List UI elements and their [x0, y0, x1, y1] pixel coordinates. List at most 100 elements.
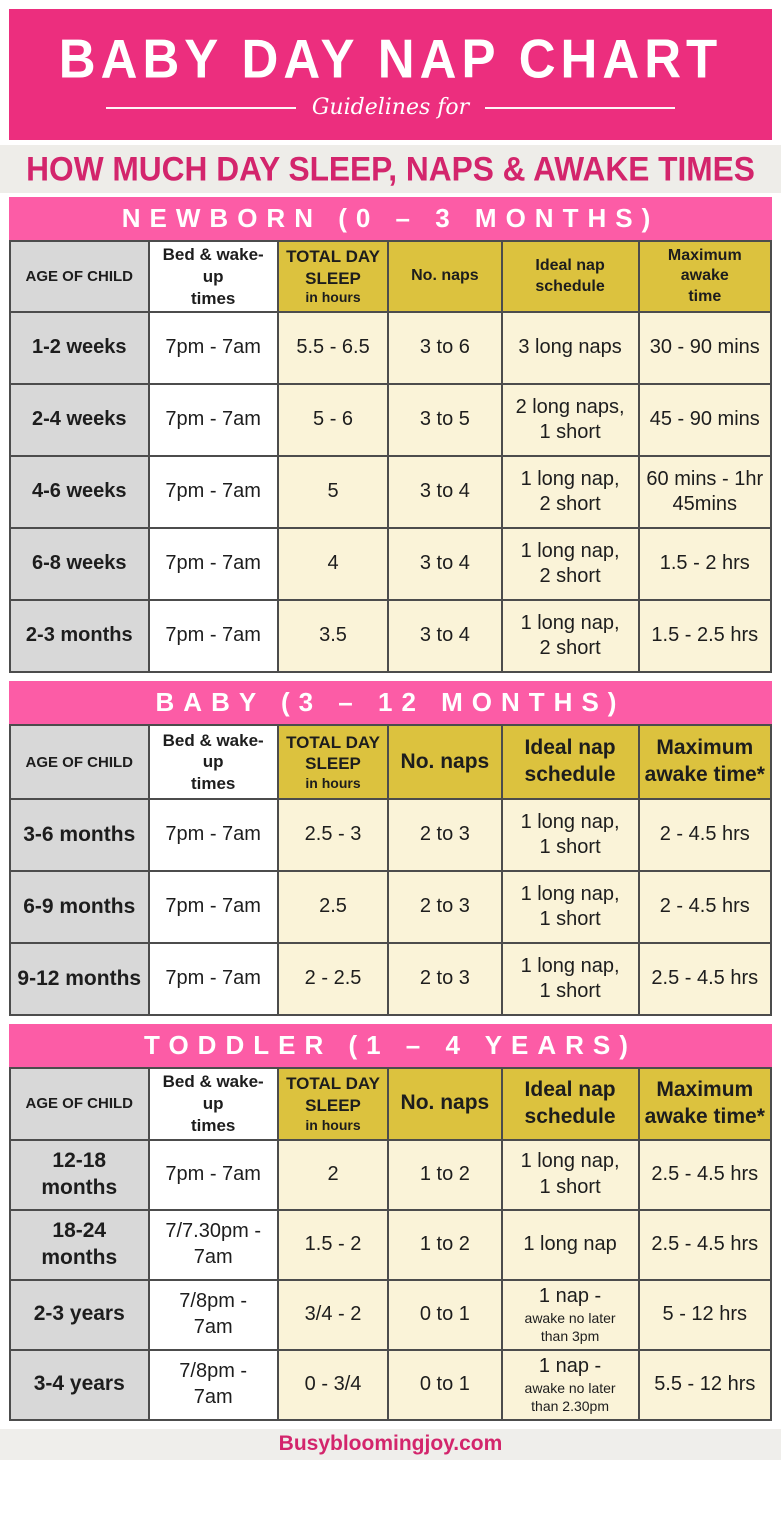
age-cell: 3-6 months — [9, 798, 150, 873]
cell-main-text: TOTAL DAY SLEEP — [286, 1074, 380, 1115]
data-cell: 5 — [276, 455, 390, 530]
guidelines-subtitle: Guidelines for — [105, 95, 676, 120]
data-cell: 7pm - 7am — [147, 455, 279, 530]
data-cell: 1 long nap — [500, 1208, 640, 1281]
data-cell: 2 - 2.5 — [276, 942, 390, 1017]
cell-sub-text: awake no later than 3pm — [524, 1310, 616, 1345]
cell-sub-text: in hours — [305, 1116, 361, 1133]
data-cell: 3 to 4 — [387, 599, 503, 674]
data-cell: 60 mins - 1hr 45mins — [637, 455, 773, 530]
data-cell: 7pm - 7am — [147, 527, 279, 602]
column-header: No. naps — [387, 239, 503, 314]
data-cell: 0 to 1 — [387, 1278, 503, 1351]
section-title-newborn: NEWBORN (0 – 3 MONTHS) — [9, 197, 772, 240]
section-newborn: NEWBORN (0 – 3 MONTHS) AGE OF CHILD Bed &… — [9, 197, 773, 674]
left-rule-line — [105, 106, 296, 109]
data-cell: 7pm - 7am — [147, 383, 279, 458]
data-cell: 3 to 4 — [387, 455, 503, 530]
data-cell: 3 long naps — [500, 311, 640, 386]
data-cell: 1 long nap, 1 short — [500, 1138, 640, 1211]
data-cell: 7pm - 7am — [147, 942, 279, 1017]
data-cell: 7pm - 7am — [147, 798, 279, 873]
data-cell: 1 nap - awake no later than 3pm — [500, 1278, 640, 1351]
toddler-table: AGE OF CHILD Bed & wake-up times TOTAL DAY… — [9, 1067, 773, 1421]
age-cell: 3-4 years — [9, 1348, 150, 1421]
data-cell: 1.5 - 2 — [276, 1208, 390, 1281]
data-cell: 2.5 — [276, 870, 390, 945]
column-header: Ideal nap schedule — [500, 1067, 640, 1141]
data-cell: 7/8pm - 7am — [147, 1348, 279, 1421]
data-cell: 45 - 90 mins — [637, 383, 773, 458]
data-cell: 1 long nap, 2 short — [500, 599, 640, 674]
data-cell: 1 long nap, 1 short — [500, 870, 640, 945]
age-cell: 18-24 months — [9, 1208, 150, 1281]
data-cell: 4 — [276, 527, 390, 602]
data-cell: 1 long nap, 2 short — [500, 527, 640, 602]
data-cell: 1 long nap, 2 short — [500, 455, 640, 530]
column-header: AGE OF CHILD — [9, 239, 150, 314]
data-cell: 2.5 - 4.5 hrs — [637, 1208, 773, 1281]
data-cell: 1 to 2 — [387, 1208, 503, 1281]
data-cell: 7pm - 7am — [147, 599, 279, 674]
column-header: No. naps — [387, 1067, 503, 1141]
column-header: Bed & wake-up times — [147, 724, 279, 801]
data-cell: 1 nap - awake no later than 2.30pm — [500, 1348, 640, 1421]
age-cell: 9-12 months — [9, 942, 150, 1017]
column-header: TOTAL DAY SLEEP in hours — [276, 239, 390, 314]
age-cell: 4-6 weeks — [9, 455, 150, 530]
data-cell: 2 to 3 — [387, 870, 503, 945]
data-cell: 3 to 4 — [387, 527, 503, 602]
data-cell: 0 to 1 — [387, 1348, 503, 1421]
cell-main-text: TOTAL DAY SLEEP — [286, 732, 380, 774]
data-cell: 3 to 5 — [387, 383, 503, 458]
column-header: TOTAL DAY SLEEP in hours — [276, 724, 390, 801]
data-cell: 7/8pm - 7am — [147, 1278, 279, 1351]
cell-main-text: TOTAL DAY SLEEP — [286, 246, 380, 288]
data-cell: 2 to 3 — [387, 798, 503, 873]
tagline-strip: HOW MUCH DAY SLEEP, NAPS & AWAKE TIMES — [0, 145, 781, 193]
banner: BABY DAY NAP CHART Guidelines for — [9, 9, 772, 140]
data-cell: 7/7.30pm - 7am — [147, 1208, 279, 1281]
data-cell: 2.5 - 4.5 hrs — [637, 1138, 773, 1211]
data-cell: 2 long naps, 1 short — [500, 383, 640, 458]
age-cell: 2-4 weeks — [9, 383, 150, 458]
cell-sub-text: in hours — [305, 775, 361, 792]
data-cell: 2.5 - 3 — [276, 798, 390, 873]
age-cell: 6-8 weeks — [9, 527, 150, 602]
column-header-row: AGE OF CHILD Bed & wake-up times TOTAL DAY… — [9, 724, 773, 801]
section-baby: BABY (3 – 12 MONTHS) AGE OF CHILD Bed & w… — [9, 681, 773, 1017]
cell-main-text: 1 nap - — [538, 1284, 602, 1307]
data-cell: 5.5 - 6.5 — [276, 311, 390, 386]
right-rule-line — [485, 106, 676, 109]
data-cell: 2 to 3 — [387, 942, 503, 1017]
cell-sub-text: awake no later than 2.30pm — [524, 1380, 616, 1415]
age-cell: 12-18 months — [9, 1138, 150, 1211]
cell-sub-text: in hours — [305, 289, 361, 306]
section-title-baby: BABY (3 – 12 MONTHS) — [9, 681, 772, 725]
data-cell: 7pm - 7am — [147, 1138, 279, 1211]
data-cell: 1.5 - 2.5 hrs — [637, 599, 773, 674]
column-header: Maximum awake time — [637, 239, 773, 314]
column-header: Bed & wake-up times — [147, 239, 279, 314]
column-header: Maximum awake time* — [637, 1067, 773, 1141]
baby-table: AGE OF CHILD Bed & wake-up times TOTAL DAY… — [9, 724, 773, 1017]
data-cell: 1 to 2 — [387, 1138, 503, 1211]
newborn-table: AGE OF CHILD Bed & wake-up times TOTAL DAY… — [9, 239, 773, 674]
data-cell: 1 long nap, 1 short — [500, 942, 640, 1017]
data-cell: 7pm - 7am — [147, 311, 279, 386]
website-text: Busybloomingjoy.com — [278, 1432, 503, 1455]
column-header: No. naps — [387, 724, 503, 801]
data-cell: 2 - 4.5 hrs — [637, 798, 773, 873]
data-cell: 1 long nap, 1 short — [500, 798, 640, 873]
page-title: BABY DAY NAP CHART — [58, 27, 723, 90]
column-header: TOTAL DAY SLEEP in hours — [276, 1067, 390, 1141]
